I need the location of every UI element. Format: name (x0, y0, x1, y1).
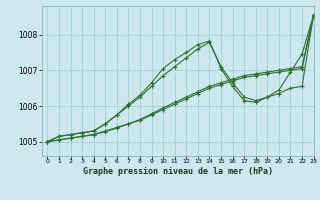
X-axis label: Graphe pression niveau de la mer (hPa): Graphe pression niveau de la mer (hPa) (83, 167, 273, 176)
